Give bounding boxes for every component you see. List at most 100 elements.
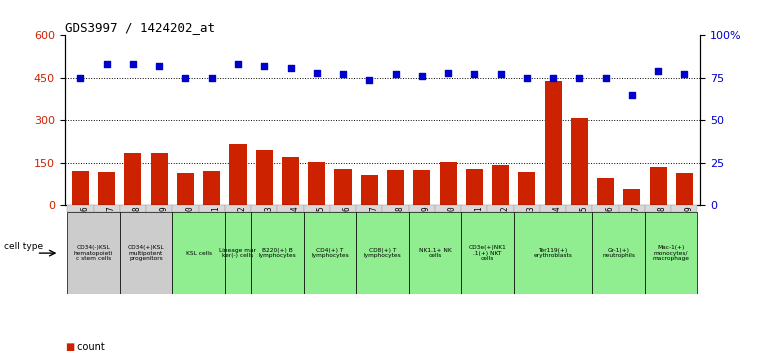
Bar	[676, 173, 693, 205]
Point	[75, 75, 87, 81]
Text: Mac-1(+)
monocytes/
macrophage: Mac-1(+) monocytes/ macrophage	[653, 245, 689, 261]
Point	[127, 62, 139, 67]
Text: GSM686658: GSM686658	[658, 206, 667, 247]
Bar	[387, 170, 404, 205]
Bar	[177, 173, 194, 205]
Bar	[335, 169, 352, 205]
Bar	[514, 205, 540, 212]
Bar	[593, 205, 619, 212]
Bar	[492, 165, 509, 205]
Bar	[566, 205, 593, 212]
Bar	[619, 205, 645, 212]
Text: KSL cells: KSL cells	[186, 251, 212, 256]
Bar	[256, 150, 272, 205]
Bar	[571, 118, 587, 205]
Point	[337, 72, 349, 77]
Text: GSM686656: GSM686656	[606, 206, 615, 247]
Text: CD4(+) T
lymphocytes: CD4(+) T lymphocytes	[311, 248, 349, 258]
Bar	[597, 178, 614, 205]
Text: GSM686651: GSM686651	[474, 206, 483, 247]
Bar	[282, 157, 299, 205]
Text: B220(+) B
lymphocytes: B220(+) B lymphocytes	[259, 248, 296, 258]
Text: GSM686645: GSM686645	[317, 206, 326, 247]
Point	[573, 75, 585, 81]
Bar	[172, 205, 199, 212]
Bar	[308, 162, 325, 205]
Bar	[304, 205, 330, 212]
Bar	[413, 170, 430, 205]
Point	[285, 65, 297, 70]
Text: GSM686646: GSM686646	[343, 206, 352, 247]
Bar	[203, 171, 220, 205]
Bar	[623, 189, 641, 205]
Text: GDS3997 / 1424202_at: GDS3997 / 1424202_at	[65, 21, 215, 34]
Text: GSM686653: GSM686653	[527, 206, 536, 247]
Text: GSM686641: GSM686641	[212, 206, 221, 247]
Bar	[545, 81, 562, 205]
Bar	[518, 172, 535, 205]
Point	[258, 63, 270, 69]
Bar	[540, 205, 566, 212]
Text: GSM686644: GSM686644	[291, 206, 300, 247]
Point	[495, 72, 507, 77]
Bar	[67, 205, 94, 212]
Bar	[119, 205, 146, 212]
Text: GSM686636: GSM686636	[81, 206, 90, 247]
Bar	[330, 205, 356, 212]
Bar	[461, 212, 514, 294]
Bar	[488, 205, 514, 212]
Bar	[645, 205, 671, 212]
Bar	[251, 212, 304, 294]
Bar	[356, 212, 409, 294]
Text: Ter119(+)
erythroblasts: Ter119(+) erythroblasts	[533, 248, 572, 258]
Bar	[230, 144, 247, 205]
Point	[180, 75, 192, 81]
Text: GSM686642: GSM686642	[238, 206, 247, 247]
Bar	[382, 205, 409, 212]
Bar	[466, 169, 482, 205]
Text: GSM686657: GSM686657	[632, 206, 641, 247]
Text: GSM686639: GSM686639	[159, 206, 168, 247]
Text: CD8(+) T
lymphocytes: CD8(+) T lymphocytes	[364, 248, 401, 258]
Bar	[119, 212, 172, 294]
Bar	[72, 171, 89, 205]
Point	[468, 72, 480, 77]
Text: CD3e(+)NK1
.1(+) NKT
cells: CD3e(+)NK1 .1(+) NKT cells	[469, 245, 506, 261]
Bar	[199, 205, 224, 212]
Bar	[224, 212, 251, 294]
Bar	[251, 205, 277, 212]
Text: GSM686647: GSM686647	[369, 206, 378, 247]
Point	[416, 73, 428, 79]
Point	[100, 62, 113, 67]
Point	[153, 63, 165, 69]
Text: GSM686638: GSM686638	[133, 206, 142, 247]
Bar	[67, 212, 119, 294]
Point	[232, 62, 244, 67]
Point	[442, 70, 454, 76]
Text: CD34(+)KSL
multipotent
progenitors: CD34(+)KSL multipotent progenitors	[128, 245, 164, 261]
Point	[652, 68, 664, 74]
Point	[363, 77, 375, 82]
Text: count: count	[74, 342, 104, 352]
Bar	[224, 205, 251, 212]
Bar	[409, 212, 461, 294]
Bar	[98, 172, 115, 205]
Text: GSM686650: GSM686650	[448, 206, 457, 247]
Bar	[440, 162, 457, 205]
Bar	[650, 167, 667, 205]
Text: GSM686654: GSM686654	[553, 206, 562, 247]
Point	[390, 72, 402, 77]
Point	[600, 75, 612, 81]
Text: GSM686643: GSM686643	[264, 206, 273, 247]
Bar	[409, 205, 435, 212]
Text: GSM686637: GSM686637	[107, 206, 116, 247]
Point	[678, 72, 690, 77]
Bar	[593, 212, 645, 294]
Text: cell type: cell type	[4, 241, 43, 251]
Bar	[94, 205, 119, 212]
Bar	[151, 153, 167, 205]
Point	[626, 92, 638, 98]
Text: GSM686640: GSM686640	[186, 206, 195, 247]
Bar	[124, 153, 142, 205]
Point	[310, 70, 323, 76]
